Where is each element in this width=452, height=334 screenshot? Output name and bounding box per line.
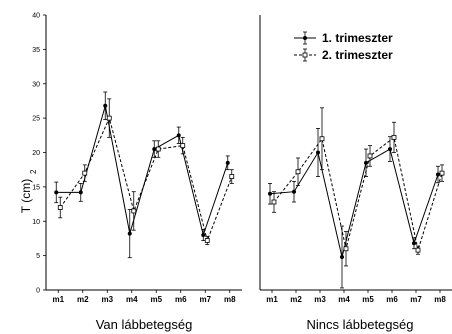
series-2 (271, 107, 445, 267)
data-point (271, 199, 277, 205)
data-point (436, 172, 440, 177)
data-point (54, 190, 59, 195)
series-1 (54, 91, 230, 259)
x-tick-label: m2 (290, 295, 302, 304)
panel-title: Nincs lábbetegség (307, 317, 414, 332)
data-point (176, 133, 181, 138)
x-tick-label: m8 (224, 295, 236, 304)
data-point (364, 160, 368, 165)
data-point (439, 170, 445, 176)
data-point (152, 147, 157, 152)
data-point (127, 231, 132, 236)
data-point (295, 169, 301, 175)
y-tick-label: 25 (32, 116, 40, 123)
panel-1: m1 m2 m3 m4 m5 m6 m7 m8 Van lábbetegség (45, 15, 242, 332)
x-tick-label: m6 (386, 295, 398, 304)
series-line (273, 136, 443, 253)
data-point (340, 255, 344, 259)
data-point (292, 189, 296, 194)
y-tick-label: 20 (32, 150, 40, 157)
legend-label: 2. trimeszter (322, 48, 393, 62)
x-tick-label: m7 (410, 295, 422, 304)
y-tick-label: 10 (32, 219, 40, 226)
x-tick-label: m1 (52, 295, 64, 304)
data-point (78, 190, 83, 195)
data-point (201, 233, 206, 237)
y-tick-label: 0 (36, 288, 40, 295)
data-point (343, 246, 349, 252)
series-1 (268, 128, 440, 289)
legend-label: 1. trimeszter (322, 31, 393, 45)
panel-2: m1 m2 m3 m4 m5 m6 m7 m8 Nincs lábbetegség (259, 15, 452, 332)
x-tick-label: m5 (362, 295, 374, 304)
data-point (319, 136, 325, 142)
y-tick-label: 15 (32, 184, 40, 191)
y-tick-label: 5 (36, 253, 40, 260)
data-point (180, 143, 186, 149)
x-tick-label: m2 (77, 295, 89, 304)
legend-marker (302, 52, 308, 58)
y-tick-label: 40 (32, 13, 40, 20)
data-point (388, 147, 392, 152)
data-point (131, 208, 137, 214)
legend-marker (303, 36, 307, 40)
series-line (56, 105, 229, 237)
x-tick-label: m6 (175, 295, 187, 304)
data-point (106, 115, 112, 121)
y-axis-label-sub: 2 (29, 169, 38, 174)
series-line (59, 116, 233, 243)
data-point (82, 170, 88, 176)
data-point (268, 191, 272, 196)
data-point (204, 238, 210, 243)
x-tick-label: m1 (266, 295, 278, 304)
data-point (229, 174, 235, 179)
series-2 (57, 98, 235, 246)
data-point (57, 205, 63, 210)
data-point (415, 247, 421, 253)
y-axis-label: T (cm) (19, 179, 33, 213)
x-tick-label: m4 (126, 295, 138, 304)
legend: 1. trimeszter 2. trimeszter (294, 31, 393, 62)
x-tick-label: m8 (434, 295, 446, 304)
data-point (367, 153, 373, 159)
data-point (316, 150, 320, 155)
x-tick-label: m3 (314, 295, 326, 304)
y-axis-title: T (cm) 2 (19, 169, 38, 213)
x-tick-label: m3 (101, 295, 113, 304)
y-tick-label: 35 (32, 47, 40, 54)
y-tick-label: 30 (32, 81, 40, 88)
data-point (391, 134, 397, 140)
panel-title: Van lábbetegség (96, 317, 193, 332)
data-point (225, 160, 230, 165)
x-tick-label: m4 (338, 295, 350, 304)
x-tick-label: m7 (199, 295, 211, 304)
data-point (155, 146, 161, 152)
data-point (412, 241, 416, 246)
series-line (269, 148, 439, 258)
x-tick-label: m5 (150, 295, 162, 304)
data-point (103, 103, 108, 108)
